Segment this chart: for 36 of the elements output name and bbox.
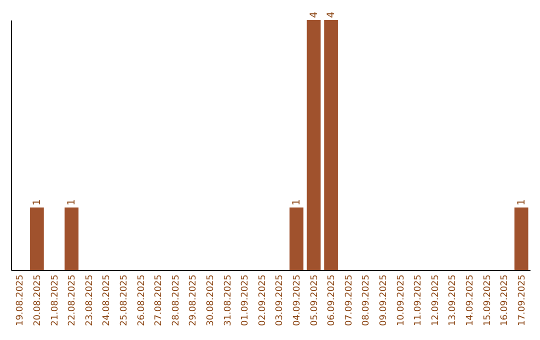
data-label: 1 (291, 199, 302, 206)
x-tick-label: 08.09.2025 (362, 274, 372, 326)
x-tick-label: 17.09.2025 (517, 274, 528, 326)
x-tick-label: 30.08.2025 (206, 274, 216, 326)
data-label: 1 (32, 199, 43, 206)
x-tick-label: 02.09.2025 (258, 274, 268, 326)
data-label: 1 (66, 199, 78, 206)
x-tick-label: 29.08.2025 (188, 274, 199, 326)
data-label: 4 (308, 12, 320, 18)
x-tick-label: 27.08.2025 (154, 274, 164, 326)
x-tick-label: 12.09.2025 (430, 274, 441, 326)
x-tick-label: 28.08.2025 (171, 274, 182, 326)
x-tick-label: 15.09.2025 (482, 274, 493, 326)
x-tick-label: 20.08.2025 (32, 274, 43, 326)
x-tick-label: 19.08.2025 (16, 274, 26, 326)
x-tick-label: 25.08.2025 (119, 274, 130, 326)
data-label: 1 (516, 199, 528, 206)
x-tick-label: 11.09.2025 (414, 274, 424, 326)
x-tick-label: 04.09.2025 (292, 274, 302, 326)
x-tick-label: 07.09.2025 (344, 274, 354, 326)
x-tick-label: 10.09.2025 (396, 274, 406, 326)
x-tick-label: 05.09.2025 (310, 274, 320, 326)
x-tick-label: 06.09.2025 (327, 274, 338, 326)
x-tick-label: 21.08.2025 (50, 274, 60, 326)
x-tick-label: 13.09.2025 (448, 274, 458, 326)
x-tick-label: 26.08.2025 (136, 274, 147, 326)
x-tick-label: 31.08.2025 (223, 274, 234, 326)
x-tick-label: 23.08.2025 (84, 274, 95, 326)
x-tick-label: 16.09.2025 (500, 274, 510, 326)
x-tick-label: 01.09.2025 (240, 274, 251, 326)
x-tick-label: 03.09.2025 (275, 274, 286, 326)
data-label: 4 (326, 12, 338, 18)
x-tick-label: 14.09.2025 (465, 274, 476, 326)
x-tick-label: 09.09.2025 (378, 274, 389, 326)
x-tick-label: 22.08.2025 (68, 274, 78, 326)
x-tick-label: 24.08.2025 (102, 274, 112, 326)
